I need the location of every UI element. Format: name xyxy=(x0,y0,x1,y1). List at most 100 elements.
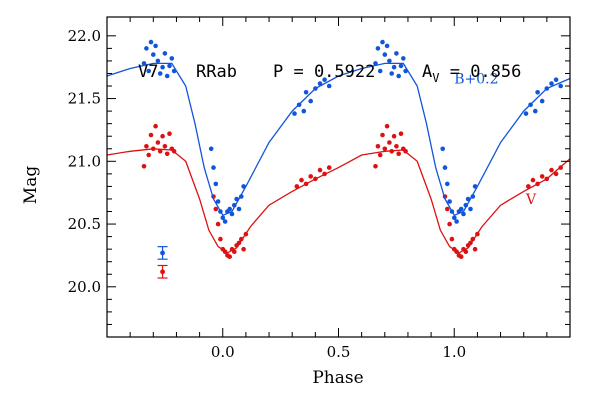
v-band-data-point xyxy=(391,133,397,139)
b-band-data-point xyxy=(211,165,216,170)
v-band-data-point xyxy=(215,221,221,227)
v-band-data-point xyxy=(377,152,383,158)
v-band-data-point xyxy=(141,164,147,169)
v-band-data-point xyxy=(144,144,149,149)
b-band-data-point xyxy=(445,181,450,187)
y-tick-label: 20.0 xyxy=(68,278,101,296)
amplitude-symbol: A xyxy=(422,62,432,82)
v-band-data-point xyxy=(553,171,559,177)
v-band-data-point xyxy=(243,231,249,237)
v-band-data-point xyxy=(232,249,237,254)
v-band-data-point xyxy=(458,254,464,259)
b-band-data-point xyxy=(394,51,399,56)
b-band-data-point xyxy=(389,71,395,76)
y-tick-label: 22.0 xyxy=(68,27,101,45)
b-band-data-point xyxy=(452,215,457,221)
b-band-data-point xyxy=(164,73,170,79)
v-band-data-point xyxy=(308,174,314,179)
b-band-data-point xyxy=(169,56,175,61)
b-band-data-point xyxy=(468,206,473,212)
b-band-data-point xyxy=(151,52,156,57)
b-band-data-point xyxy=(382,52,388,57)
b-band-data-point xyxy=(528,102,533,108)
v-band-data-point xyxy=(326,165,332,170)
series-layer: V B+0.2 xyxy=(106,39,571,279)
b-band-data-point xyxy=(447,199,452,204)
v-band-data-point xyxy=(468,240,473,246)
b-band-data-point xyxy=(313,86,318,91)
b-band-data-point xyxy=(458,206,464,212)
v-band-data-point xyxy=(398,131,404,136)
x-axis-label: Phase xyxy=(312,368,363,388)
v-band-data-point xyxy=(227,254,232,259)
b-band-data-point xyxy=(296,102,302,108)
b-band-data-point xyxy=(232,202,237,208)
amplitude-label: AV = 0.856 xyxy=(422,62,521,85)
v-band-fit-curve xyxy=(106,148,571,254)
star-id: V7 xyxy=(138,62,158,82)
v-band-data-point xyxy=(213,206,219,212)
x-tick-label: 1.0 xyxy=(442,343,466,361)
b-band-data-point xyxy=(222,219,228,224)
variable-class: RRab xyxy=(196,62,237,82)
y-axis-label: Mag xyxy=(21,166,41,205)
v-band-data-point xyxy=(445,206,450,212)
b-band-data-point xyxy=(220,215,226,221)
v-band-data-point xyxy=(549,167,554,173)
b-band-error-bar-point xyxy=(160,250,165,256)
b-band-data-point xyxy=(391,64,397,70)
b-band-data-point xyxy=(461,211,466,217)
b-band-data-point xyxy=(171,68,177,74)
b-band-data-point xyxy=(401,56,406,61)
v-band-data-point xyxy=(167,131,172,136)
v-band-data-point xyxy=(146,152,151,158)
b-band-data-point xyxy=(465,196,471,202)
v-band-data-point xyxy=(447,221,452,227)
b-band-data-point xyxy=(146,68,151,74)
b-band-data-point xyxy=(229,211,235,217)
b-band-data-point xyxy=(472,184,478,189)
v-band-data-point xyxy=(164,151,170,157)
b-band-data-point xyxy=(157,71,163,76)
v-band-error-bar-point xyxy=(160,269,165,275)
v-band-data-point xyxy=(544,176,550,182)
b-band-data-point xyxy=(544,86,550,91)
b-band-data-point xyxy=(523,111,529,116)
v-band-data-point xyxy=(236,240,242,246)
b-band-data-point xyxy=(387,58,392,64)
v-band-data-point xyxy=(558,165,563,170)
v-band-data-point xyxy=(151,146,156,152)
b-band-data-point xyxy=(322,77,327,82)
v-band-data-point xyxy=(449,236,455,242)
v-band-data-point xyxy=(403,149,408,154)
amplitude-subscript: V xyxy=(432,71,439,85)
v-band-data-point xyxy=(162,144,168,149)
v-band-data-point xyxy=(322,171,327,177)
b-band-data-point xyxy=(308,98,314,104)
v-band-data-point xyxy=(313,176,318,182)
b-band-data-point xyxy=(303,90,309,95)
x-tick-label: 0.0 xyxy=(211,343,235,361)
chart-header: V7 RRab P = 0.5922 AV = 0.856 xyxy=(138,62,521,85)
y-tick-label: 21.5 xyxy=(68,90,101,108)
v-band-data-point xyxy=(157,149,163,154)
b-band-data-point xyxy=(241,184,246,189)
v-band-data-point xyxy=(239,236,244,242)
b-band-data-point xyxy=(153,43,158,49)
v-band-data-point xyxy=(375,144,381,149)
v-band-data-point xyxy=(299,177,304,183)
b-band-data-point xyxy=(535,90,540,95)
v-band-data-point xyxy=(472,246,478,252)
b-band-data-point xyxy=(553,77,559,82)
v-band-data-point xyxy=(171,149,177,154)
v-band-data-point xyxy=(373,164,378,169)
b-band-data-point xyxy=(470,194,476,199)
v-band-data-point xyxy=(303,181,309,187)
v-band-data-point xyxy=(463,249,469,254)
b-band-data-point xyxy=(227,206,232,212)
v-band-data-point xyxy=(387,140,392,145)
b-band-data-point xyxy=(463,202,469,208)
b-band-data-point xyxy=(384,43,390,49)
b-band-series-label: B+0.2 xyxy=(454,72,498,88)
